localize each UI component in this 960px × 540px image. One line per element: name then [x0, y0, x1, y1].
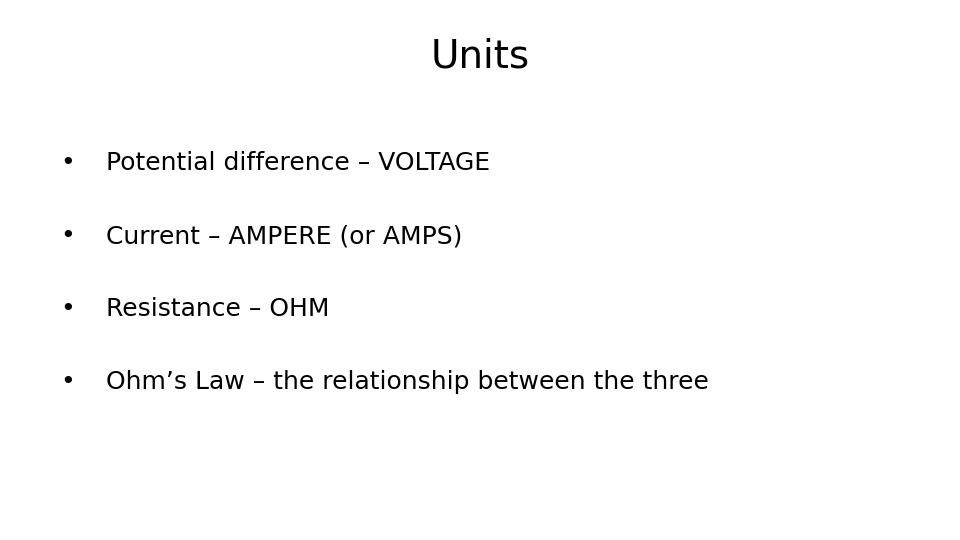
- Text: •: •: [60, 224, 75, 248]
- Text: •: •: [60, 370, 75, 394]
- Text: Ohm’s Law – the relationship between the three: Ohm’s Law – the relationship between the…: [106, 370, 708, 394]
- Text: Units: Units: [430, 38, 530, 76]
- Text: Resistance – OHM: Resistance – OHM: [106, 297, 329, 321]
- Text: Current – AMPERE (or AMPS): Current – AMPERE (or AMPS): [106, 224, 462, 248]
- Text: Potential difference – VOLTAGE: Potential difference – VOLTAGE: [106, 151, 490, 175]
- Text: •: •: [60, 297, 75, 321]
- Text: •: •: [60, 151, 75, 175]
